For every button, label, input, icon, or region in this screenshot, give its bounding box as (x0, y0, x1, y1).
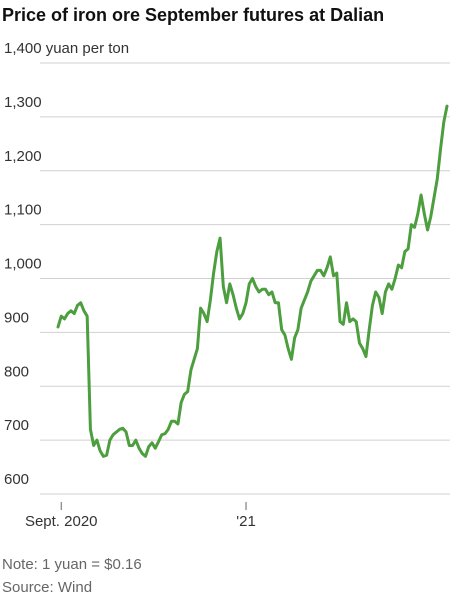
y-tick-label: 900 (4, 309, 29, 326)
source: Source: Wind (2, 579, 92, 596)
chart-title: Price of iron ore September futures at D… (2, 5, 384, 25)
y-tick-label: 800 (4, 363, 29, 380)
x-tick-label: Sept. 2020 (25, 513, 98, 530)
y-tick-label: 700 (4, 417, 29, 434)
y-tick-label: 1,100 (4, 202, 42, 219)
x-tick-label: '21 (236, 513, 256, 530)
y-tick-label: 1,000 (4, 256, 42, 273)
y-tick-label: 1,300 (4, 94, 42, 111)
y-tick-label: 600 (4, 471, 29, 488)
y-tick-label: 1,400 yuan per ton (4, 40, 129, 57)
y-tick-label: 1,200 (4, 148, 42, 165)
price-line (56, 104, 449, 458)
note: Note: 1 yuan = $0.16 (2, 556, 142, 573)
